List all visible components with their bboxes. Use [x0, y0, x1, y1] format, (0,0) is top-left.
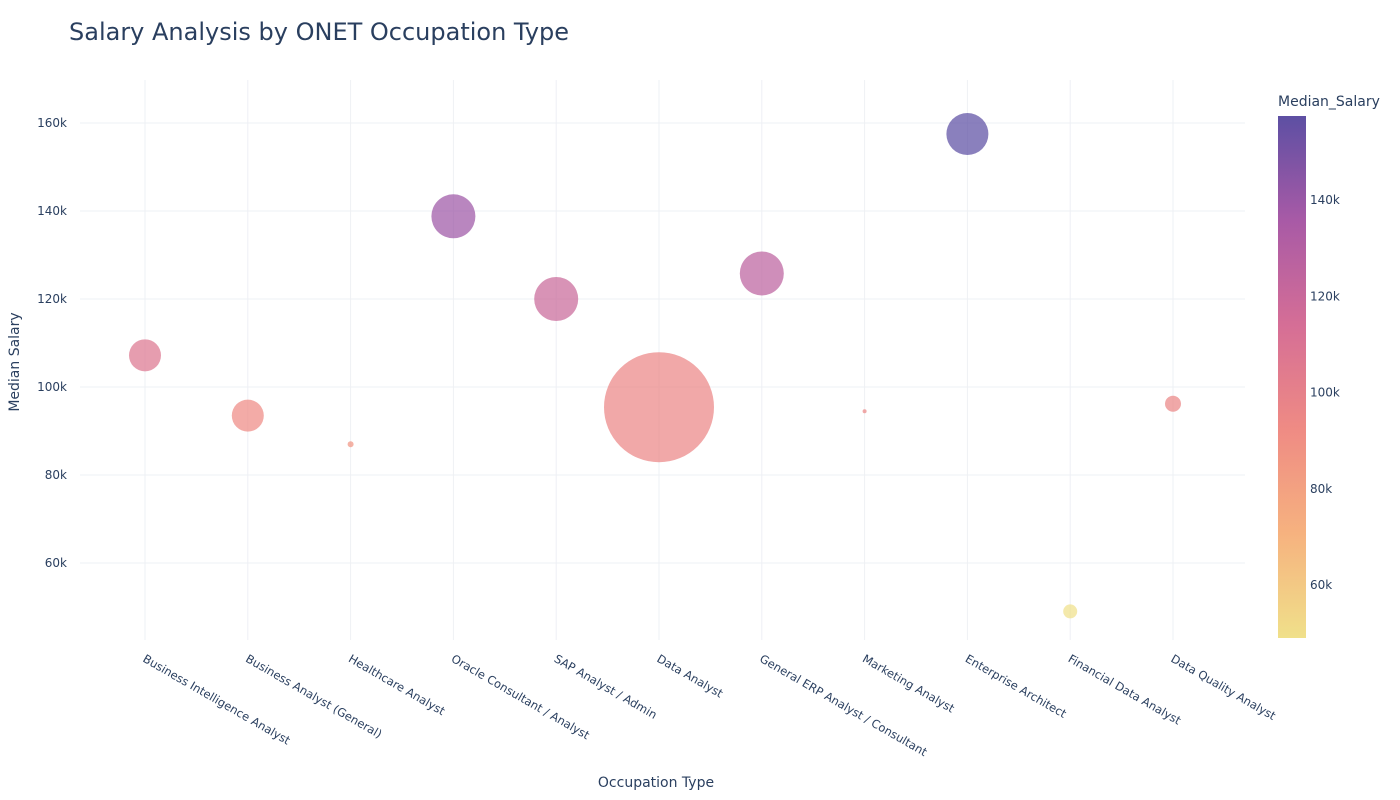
colorbar-gradient: [1278, 116, 1306, 638]
colorbar-tick-label: 120k: [1310, 289, 1340, 303]
y-axis-ticks: 60k 80k 100k 120k 140k 160k: [37, 116, 67, 570]
data-point: [534, 277, 579, 321]
data-point: [946, 113, 989, 155]
data-point: [862, 409, 867, 414]
data-points: [129, 113, 1181, 619]
data-point: [1063, 604, 1078, 619]
x-tick-label: Data Quality Analyst: [1169, 651, 1279, 723]
data-point: [739, 251, 784, 296]
x-tick-label: Healthcare Analyst: [346, 651, 448, 718]
x-tick-label: Data Analyst: [655, 651, 726, 700]
x-tick-label: General ERP Analyst / Consultant: [757, 651, 930, 759]
data-point: [347, 441, 354, 448]
colorbar-tick-label: 80k: [1310, 482, 1332, 496]
colorbar-tick-label: 100k: [1310, 386, 1340, 400]
colorbar-title: Median_Salary: [1278, 94, 1380, 110]
y-tick-label: 60k: [45, 556, 67, 570]
x-axis-title: Occupation Type: [598, 775, 714, 791]
gridlines: [80, 80, 1245, 640]
x-tick-label: SAP Analyst / Admin: [552, 651, 660, 721]
y-tick-label: 100k: [37, 380, 67, 394]
data-point: [129, 339, 161, 372]
data-point: [231, 399, 264, 432]
chart-title: Salary Analysis by ONET Occupation Type: [69, 18, 569, 46]
x-tick-label: Financial Data Analyst: [1066, 651, 1184, 727]
y-tick-label: 140k: [37, 204, 67, 218]
colorbar-tick-label: 140k: [1310, 193, 1340, 207]
y-tick-label: 80k: [45, 468, 67, 482]
y-tick-label: 160k: [37, 116, 67, 130]
colorbar-tick-label: 60k: [1310, 578, 1332, 592]
data-point: [1165, 395, 1181, 412]
x-tick-label: Marketing Analyst: [860, 651, 957, 715]
data-point: [431, 194, 476, 239]
data-point: [604, 352, 714, 463]
y-axis-title: Median Salary: [7, 312, 23, 411]
y-tick-label: 120k: [37, 292, 67, 306]
x-tick-label: Enterprise Architect: [963, 651, 1069, 721]
colorbar: Median_Salary 60k 80k 100k 120k 140k: [1278, 94, 1380, 638]
